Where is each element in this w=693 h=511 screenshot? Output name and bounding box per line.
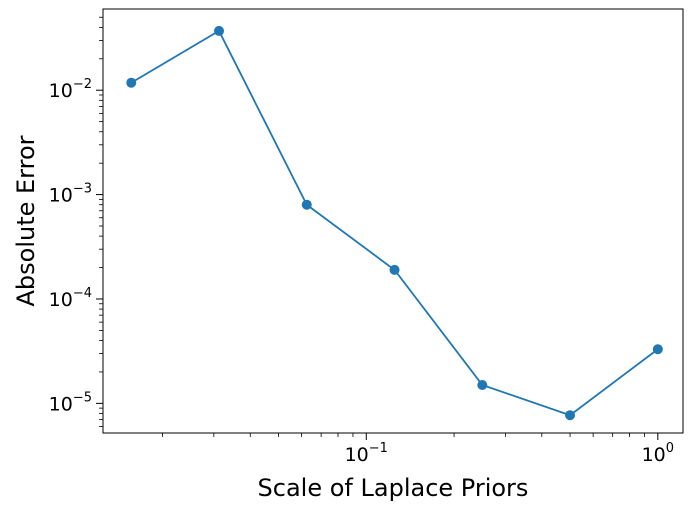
x-axis-label: Scale of Laplace Priors (258, 474, 529, 502)
major-ticks: 10−1 100 10−5 10−4 10−3 10−2 (49, 77, 674, 466)
data-point (565, 410, 576, 421)
data-point (389, 264, 400, 275)
y-tick-label: 10−5 (49, 390, 92, 415)
data-point (477, 379, 488, 390)
y-tick-label: 10−2 (49, 77, 92, 102)
x-tick-label: 100 (642, 441, 674, 466)
data-point (214, 25, 225, 36)
series-layer (126, 25, 663, 421)
minor-ticks (99, 16, 645, 437)
data-point (652, 344, 663, 355)
y-axis-label: Absolute Error (12, 135, 40, 306)
data-point (126, 77, 137, 88)
x-tick-label: 10−1 (345, 441, 388, 466)
plot-area (103, 9, 683, 433)
y-tick-label: 10−3 (49, 182, 92, 207)
y-tick-label: 10−4 (49, 286, 92, 311)
data-point (301, 199, 312, 210)
plot-frame (102, 8, 684, 434)
